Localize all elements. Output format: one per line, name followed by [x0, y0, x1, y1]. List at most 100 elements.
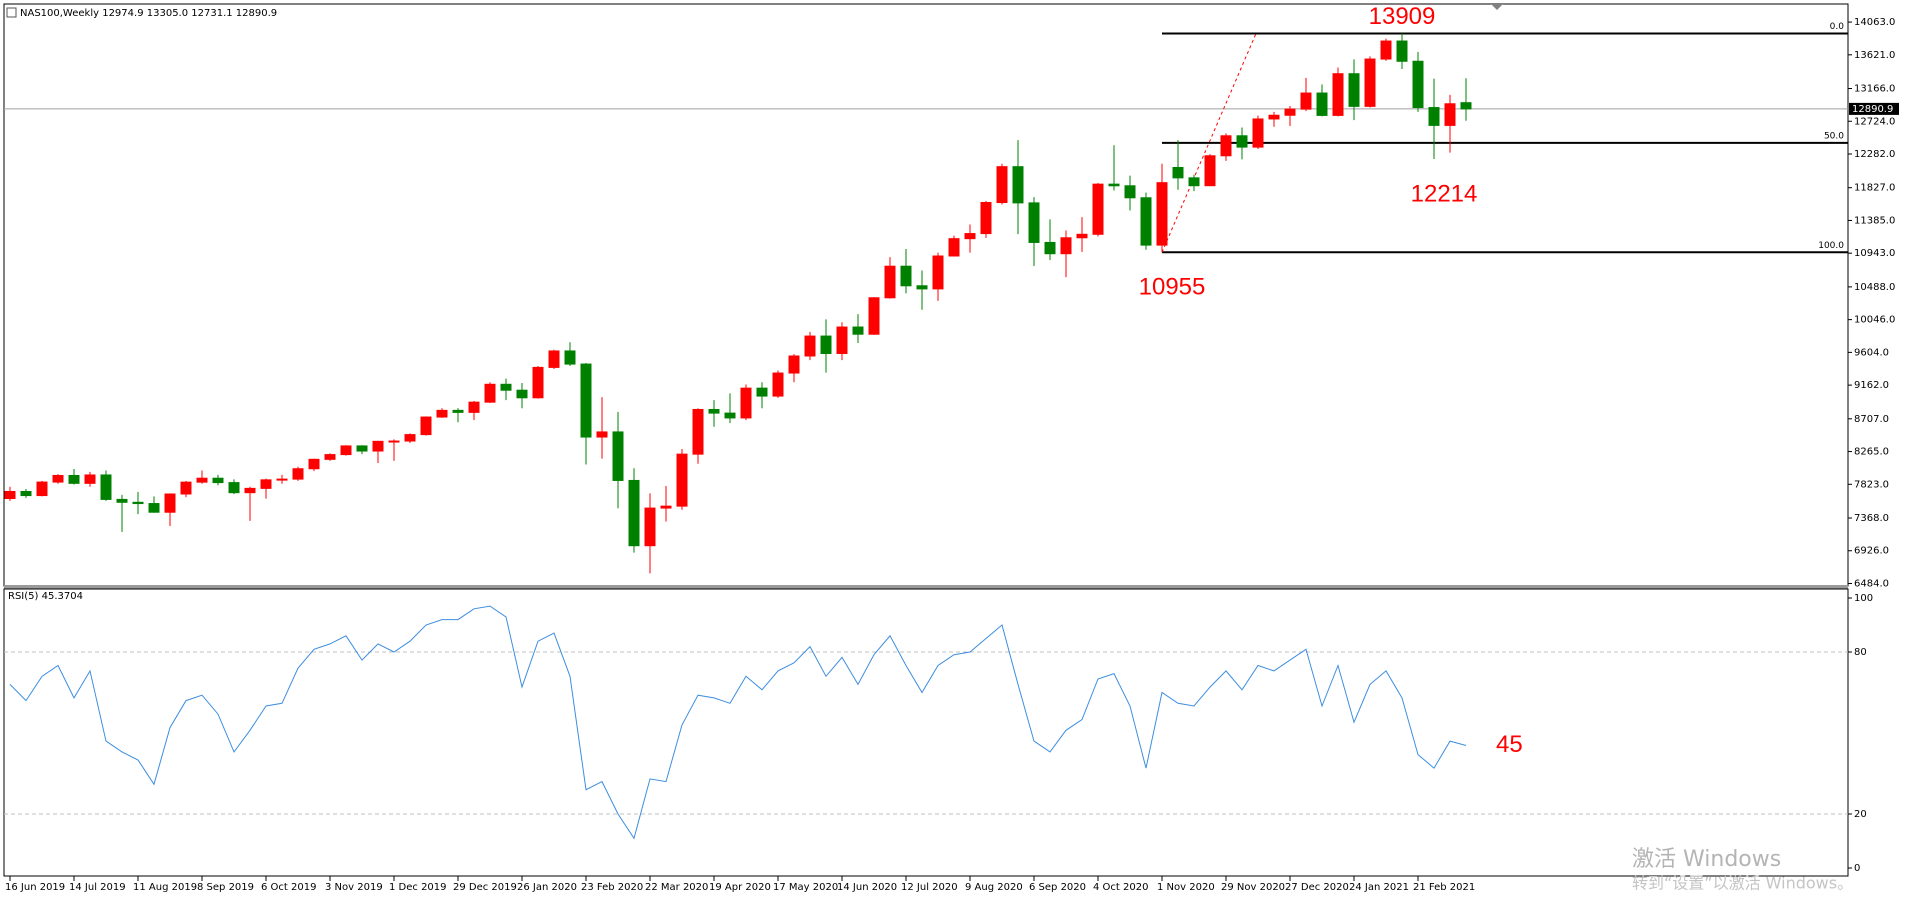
candle-body — [1444, 103, 1456, 126]
candle-body — [116, 498, 128, 503]
x-tick-label: 27 Dec 2020 — [1285, 882, 1349, 893]
x-tick-label: 8 Sep 2019 — [197, 882, 254, 893]
candle-body — [532, 366, 544, 399]
candle-body — [20, 490, 32, 497]
candle-body — [1108, 183, 1120, 187]
candle-body — [1348, 73, 1360, 107]
x-tick-label: 11 Aug 2019 — [133, 882, 197, 893]
x-tick-label: 6 Sep 2020 — [1029, 882, 1086, 893]
x-tick-label: 1 Nov 2020 — [1157, 882, 1215, 893]
y-tick-label: 100 — [1854, 593, 1873, 604]
x-tick-label: 19 Apr 2020 — [709, 882, 771, 893]
candle-body — [132, 501, 144, 505]
y-tick-label: 11827.0 — [1854, 183, 1895, 194]
y-tick-label: 10943.0 — [1854, 248, 1895, 259]
candle-body — [580, 363, 592, 438]
candle-body — [548, 350, 560, 368]
candle-body — [1252, 118, 1264, 148]
candle-body — [1220, 135, 1232, 157]
candle-body — [1028, 202, 1040, 243]
candle-body — [68, 474, 80, 484]
y-tick-label: 9604.0 — [1854, 347, 1889, 358]
candle-body — [612, 431, 624, 481]
candle-body — [1044, 241, 1056, 255]
candle-body — [180, 481, 192, 495]
candle-body — [1156, 182, 1168, 246]
candle-body — [1460, 102, 1472, 110]
x-tick-label: 9 Aug 2020 — [965, 882, 1023, 893]
symbol-icon — [6, 7, 17, 18]
candle-body — [756, 387, 768, 397]
x-tick-label: 21 Feb 2021 — [1413, 882, 1475, 893]
rsi-line — [9, 605, 1467, 840]
candle-body — [308, 458, 320, 470]
candle-body — [820, 335, 832, 354]
y-tick-label: 12724.0 — [1854, 116, 1895, 127]
watermark-subtitle: 转到“设置”以激活 Windows。 — [1632, 874, 1853, 893]
x-tick-label: 6 Oct 2019 — [261, 882, 316, 893]
candle-body — [452, 409, 464, 413]
y-tick-label: 13166.0 — [1854, 84, 1895, 95]
candle-body — [1092, 183, 1104, 235]
y-tick-label: 11385.0 — [1854, 215, 1895, 226]
candle-body — [340, 445, 352, 456]
candle-body — [1204, 155, 1216, 187]
candle-body — [660, 505, 672, 509]
y-tick-label: 6926.0 — [1854, 546, 1889, 557]
y-tick-label: 6484.0 — [1854, 578, 1889, 589]
candle-body — [404, 434, 416, 442]
candle-body — [804, 335, 816, 357]
candle-body — [996, 166, 1008, 204]
y-tick-label: 14063.0 — [1854, 17, 1895, 28]
candle-body — [628, 479, 640, 547]
candle-body — [724, 412, 736, 419]
y-tick-label: 7823.0 — [1854, 479, 1889, 490]
candle-body — [388, 440, 400, 443]
rsi-value-label: 45 — [1496, 731, 1523, 758]
fibo-level-label: 50.0 — [1824, 131, 1844, 141]
x-tick-label: 12 Jul 2020 — [901, 882, 958, 893]
candle-body — [708, 408, 720, 414]
candle-body — [980, 202, 992, 235]
candle-body — [740, 387, 752, 419]
rsi-panel — [3, 588, 1849, 877]
candle-body — [420, 416, 432, 436]
candle-body — [324, 454, 336, 460]
candle-body — [276, 478, 288, 481]
x-tick-label: 23 Feb 2020 — [581, 882, 643, 893]
current-price-box — [1849, 102, 1899, 115]
fibo-level-label: 0.0 — [1830, 22, 1845, 32]
candle-body — [148, 503, 160, 513]
annotation: 12214 — [1411, 180, 1478, 207]
x-tick-label: 14 Jun 2020 — [837, 882, 897, 893]
candle-body — [900, 265, 912, 287]
candle-body — [1140, 197, 1152, 246]
x-tick-label: 14 Jul 2019 — [69, 882, 126, 893]
candle-body — [932, 255, 944, 290]
candle-body — [164, 493, 176, 513]
candle-body — [1300, 92, 1312, 110]
y-tick-label: 0 — [1854, 863, 1860, 874]
candle-body — [948, 238, 960, 257]
candle-body — [196, 477, 208, 483]
candle-body — [1428, 107, 1440, 126]
y-tick-label: 12282.0 — [1854, 149, 1895, 160]
candle-body — [1188, 177, 1200, 187]
x-tick-label: 26 Jan 2020 — [517, 882, 577, 893]
fibo-trend — [1161, 33, 1257, 253]
candle-body — [964, 233, 976, 240]
candle-body — [1268, 114, 1280, 120]
candle-body — [84, 474, 96, 484]
candle-body — [772, 372, 784, 397]
x-tick-label: 29 Dec 2019 — [453, 882, 517, 893]
y-tick-label: 13621.0 — [1854, 50, 1895, 61]
candle-body — [1380, 40, 1392, 60]
candle-body — [852, 326, 864, 335]
chart-title: NAS100,Weekly 12974.9 13305.0 12731.1 12… — [20, 8, 277, 19]
candle-body — [1172, 166, 1184, 179]
candle-body — [676, 453, 688, 507]
candle-body — [1012, 166, 1024, 204]
x-tick-label: 4 Oct 2020 — [1093, 882, 1148, 893]
